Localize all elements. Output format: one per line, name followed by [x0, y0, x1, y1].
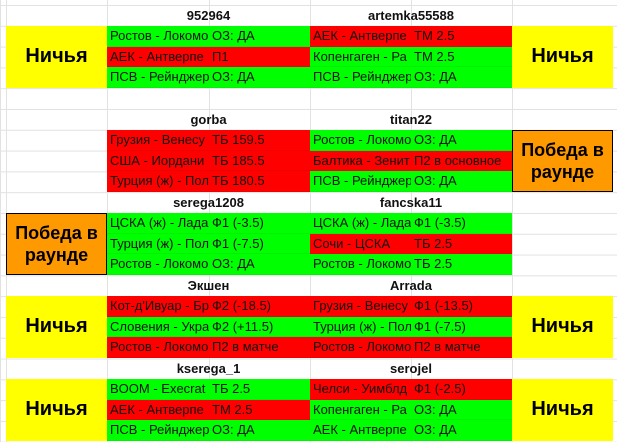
bet-match-cell[interactable]: Турция (ж) - Пол [107, 233, 209, 255]
bet-value-cell[interactable]: Ф1 (-7.5) [209, 233, 310, 255]
bet-match-cell[interactable]: Грузия - Венесу [107, 129, 209, 151]
result-round-win: Победа в раунде [512, 129, 613, 193]
bet-value-cell[interactable]: ОЗ: ДА [209, 254, 310, 276]
bet-match-cell[interactable]: ПСВ - Рейнджер [310, 67, 411, 89]
bet-value-cell[interactable]: Ф1 (-2.5) [411, 378, 512, 400]
bet-match-cell[interactable]: Ростов - Локомо [310, 129, 411, 151]
bet-value-cell[interactable]: П2 в матче [411, 337, 512, 359]
player-name: artemka55588 [367, 8, 455, 23]
bet-value-cell[interactable]: Ф1 (-3.5) [209, 212, 310, 234]
bet-value-cell[interactable]: ТМ 2.5 [411, 46, 512, 68]
player-name: serojel [390, 361, 432, 376]
column-gridline [512, 0, 513, 442]
bet-value-cell[interactable]: П2 в матче [209, 337, 310, 359]
bet-value-cell[interactable]: ОЗ: ДА [411, 129, 512, 151]
bet-match-cell[interactable]: АЕК - Антверпе [107, 46, 209, 68]
bet-value-cell[interactable]: ОЗ: ДА [209, 67, 310, 89]
bet-value-cell[interactable]: Ф2 (-18.5) [209, 295, 310, 317]
player-name: Экшен [187, 278, 230, 293]
result-round-win: Победа в раунде [6, 212, 107, 276]
bet-value-cell[interactable]: ОЗ: ДА [411, 420, 512, 442]
player-name: titan22 [390, 112, 432, 127]
player-name: gorba [190, 112, 227, 127]
bet-value-cell[interactable]: ТБ 2.5 [411, 254, 512, 276]
bet-match-cell[interactable]: Копенгаген - Ра [310, 399, 411, 421]
player-name: 952964 [186, 8, 231, 23]
bet-match-cell[interactable]: Ростов - Локомо [107, 337, 209, 359]
bet-match-cell[interactable]: Ростов - Локомо [310, 337, 411, 359]
bet-match-cell[interactable]: АЕК - Антверпе [107, 399, 209, 421]
bet-match-cell[interactable]: ПСВ - Рейнджер [107, 420, 209, 442]
result-draw: Ничья [6, 378, 107, 442]
bet-match-cell[interactable]: Словения - Укра [107, 316, 209, 338]
bet-match-cell[interactable]: Сочи - ЦСКА [310, 233, 411, 255]
bet-match-cell[interactable]: Ростов - Локомо [107, 25, 209, 47]
bet-match-cell[interactable]: ПСВ - Рейнджер [310, 171, 411, 193]
bet-match-cell[interactable]: США - Иордани [107, 150, 209, 172]
bet-value-cell[interactable]: Ф1 (-13.5) [411, 295, 512, 317]
result-draw: Ничья [6, 25, 107, 89]
bet-value-cell[interactable]: ТМ 2.5 [411, 25, 512, 47]
bet-value-cell[interactable]: ТБ 185.5 [209, 150, 310, 172]
bet-value-cell[interactable]: ОЗ: ДА [411, 171, 512, 193]
bet-value-cell[interactable]: ТБ 2.5 [411, 233, 512, 255]
bet-match-cell[interactable]: Копенгаген - Ра [310, 46, 411, 68]
player-name: Arrada [390, 278, 432, 293]
bet-match-cell[interactable]: Грузия - Венесу [310, 295, 411, 317]
bet-value-cell[interactable]: ТМ 2.5 [209, 399, 310, 421]
bet-value-cell[interactable]: ТБ 159.5 [209, 129, 310, 151]
bet-value-cell[interactable]: П2 в основное [411, 150, 512, 172]
bet-match-cell[interactable]: Челси - Уимблд [310, 378, 411, 400]
bet-value-cell[interactable]: Ф1 (-3.5) [411, 212, 512, 234]
bet-match-cell[interactable]: ЦСКА (ж) - Лада [107, 212, 209, 234]
player-name: serega1208 [173, 195, 244, 210]
result-draw: Ничья [512, 295, 613, 359]
bet-value-cell[interactable]: ОЗ: ДА [411, 67, 512, 89]
bet-match-cell[interactable]: Кот-д'Ивуар - Бр [107, 295, 209, 317]
bet-match-cell[interactable]: Турция (ж) - Пол [107, 171, 209, 193]
bet-match-cell[interactable]: Балтика - Зенит [310, 150, 411, 172]
result-draw: Ничья [512, 378, 613, 442]
bet-match-cell[interactable]: ЦСКА (ж) - Лада [310, 212, 411, 234]
bet-value-cell[interactable]: ОЗ: ДА [209, 25, 310, 47]
bet-value-cell[interactable]: Ф1 (-7.5) [411, 316, 512, 338]
bet-match-cell[interactable]: АЕК - Антверпе [310, 25, 411, 47]
player-name: kserega_1 [176, 361, 241, 376]
bet-value-cell[interactable]: Ф2 (+11.5) [209, 316, 310, 338]
bet-value-cell[interactable]: ОЗ: ДА [411, 399, 512, 421]
player-name: fancska11 [379, 195, 443, 210]
bet-match-cell[interactable]: Турция (ж) - Пол [310, 316, 411, 338]
bet-value-cell[interactable]: ТБ 2.5 [209, 378, 310, 400]
bet-value-cell[interactable]: ОЗ: ДА [209, 420, 310, 442]
bet-match-cell[interactable]: Ростов - Локомо [310, 254, 411, 276]
bet-value-cell[interactable]: П1 [209, 46, 310, 68]
bet-match-cell[interactable]: ПСВ - Рейнджер [107, 67, 209, 89]
bet-value-cell[interactable]: ТБ 180.5 [209, 171, 310, 193]
bet-match-cell[interactable]: АЕК - Антверпе [310, 420, 411, 442]
result-draw: Ничья [512, 25, 613, 89]
result-draw: Ничья [6, 295, 107, 359]
bet-match-cell[interactable]: BOOM - Execrat [107, 378, 209, 400]
bet-match-cell[interactable]: Ростов - Локомо [107, 254, 209, 276]
